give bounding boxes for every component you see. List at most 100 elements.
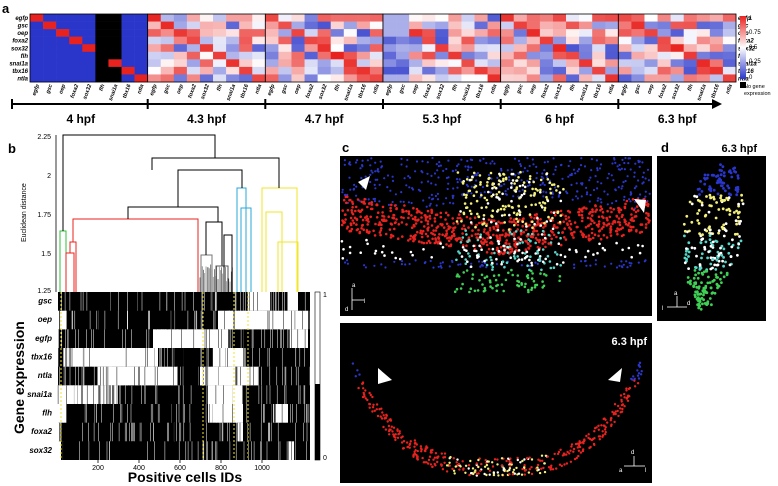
cell-dot — [692, 284, 696, 288]
cell-dot — [627, 222, 631, 225]
cell-dot — [528, 468, 531, 471]
cell-dot — [719, 194, 723, 198]
heatmap-row-label-left: snai1a — [9, 61, 28, 67]
heatmap-cell — [383, 36, 397, 45]
heatmap-cell — [474, 66, 488, 75]
cell-dot — [428, 214, 432, 218]
heatmap-cell — [631, 44, 645, 53]
heatmap-cell — [56, 14, 70, 22]
cell-dot — [721, 207, 725, 211]
cell-dot — [632, 208, 636, 212]
heatmap-cell — [226, 36, 240, 45]
cell-dot — [495, 235, 499, 239]
cell-dot — [368, 406, 371, 409]
cell-dot — [617, 168, 621, 171]
panel-label-c: c — [342, 140, 349, 155]
cell-dot — [469, 459, 472, 463]
cell-dot — [497, 273, 501, 277]
cell-dot — [489, 162, 492, 165]
dendrogram-ytick-125: 1.25 — [37, 288, 51, 295]
heatmap-cell — [474, 59, 488, 68]
cell-dot — [543, 161, 546, 164]
cell-dot — [491, 286, 494, 290]
cell-dot — [730, 175, 734, 179]
cell-dot — [360, 227, 363, 230]
cell-dot — [633, 187, 637, 190]
cell-dot — [354, 205, 358, 209]
heatmap-cell — [121, 66, 135, 75]
heatmap-cell — [160, 36, 175, 45]
heatmap-cell — [644, 36, 658, 45]
cell-dot — [638, 231, 642, 234]
cell-dot — [356, 159, 359, 162]
cell-dot — [430, 231, 433, 235]
cell-dot — [616, 165, 619, 168]
cell-dot — [576, 197, 580, 200]
cell-dot — [684, 253, 688, 256]
cell-dot — [726, 184, 729, 188]
heatmap-cell — [631, 74, 645, 83]
dendrogram-link — [205, 221, 223, 266]
cell-dot — [511, 172, 515, 176]
stage-label: 6.3 hpf — [658, 112, 698, 126]
heatmap-cell — [199, 44, 214, 53]
cell-dot — [422, 248, 425, 251]
cell-dot — [645, 201, 648, 204]
heatmap-cell — [82, 44, 96, 53]
heatmap-cell — [683, 36, 698, 45]
cell-dot — [511, 179, 515, 182]
heatmap-cell — [147, 74, 162, 83]
cell-dot — [599, 209, 602, 212]
cell-dot — [380, 263, 383, 266]
heatmap-cell — [147, 21, 162, 30]
cell-dot — [483, 191, 486, 194]
cell-dot — [495, 257, 498, 261]
binary-expression-segment — [58, 441, 61, 460]
cell-dot — [454, 465, 457, 468]
cell-dot — [412, 454, 415, 457]
cell-dot — [481, 260, 484, 264]
cell-dot — [519, 461, 522, 464]
cell-dot — [590, 214, 594, 217]
cell-dot — [485, 275, 489, 278]
cell-dot — [526, 264, 529, 268]
cell-dot — [373, 264, 376, 267]
cell-dot — [715, 201, 718, 204]
heatmap-cell — [213, 36, 227, 45]
cell-dot — [619, 411, 622, 414]
cell-dot — [479, 183, 482, 186]
heatmap-colorbar — [740, 16, 746, 88]
cell-dot — [717, 208, 721, 211]
panel-c-arrowhead-right — [634, 199, 646, 213]
cell-dot — [627, 246, 631, 250]
heatmap-cell — [579, 36, 593, 45]
cell-dot — [464, 258, 468, 261]
cell-dot — [374, 170, 377, 173]
cell-dot — [479, 192, 482, 195]
heatmap-column-label: foxa2 — [658, 84, 669, 100]
cell-dot — [713, 256, 717, 260]
cell-dot — [502, 467, 505, 470]
heatmap-cell — [500, 21, 515, 30]
cell-dot — [638, 251, 642, 255]
heatmap-cell — [291, 51, 305, 60]
heatmap-column-label: oep — [176, 83, 185, 95]
cell-dot — [488, 279, 492, 282]
cell-dot — [473, 289, 477, 293]
cell-dot — [349, 216, 353, 220]
cell-dot — [483, 238, 487, 242]
cell-dot — [405, 223, 408, 226]
cell-dot — [420, 235, 424, 239]
cell-dot — [414, 222, 418, 225]
cell-dot — [597, 428, 600, 431]
cell-dot — [526, 235, 529, 238]
cell-dot — [545, 195, 548, 199]
cell-dot — [364, 397, 367, 400]
heatmap-cell — [409, 14, 423, 22]
cell-dot — [445, 229, 448, 232]
heatmap-cell — [709, 44, 724, 53]
heatmap-cell — [657, 29, 671, 37]
heatmap-cell — [722, 59, 737, 68]
cell-dot — [353, 183, 356, 186]
cell-dot — [638, 165, 641, 168]
